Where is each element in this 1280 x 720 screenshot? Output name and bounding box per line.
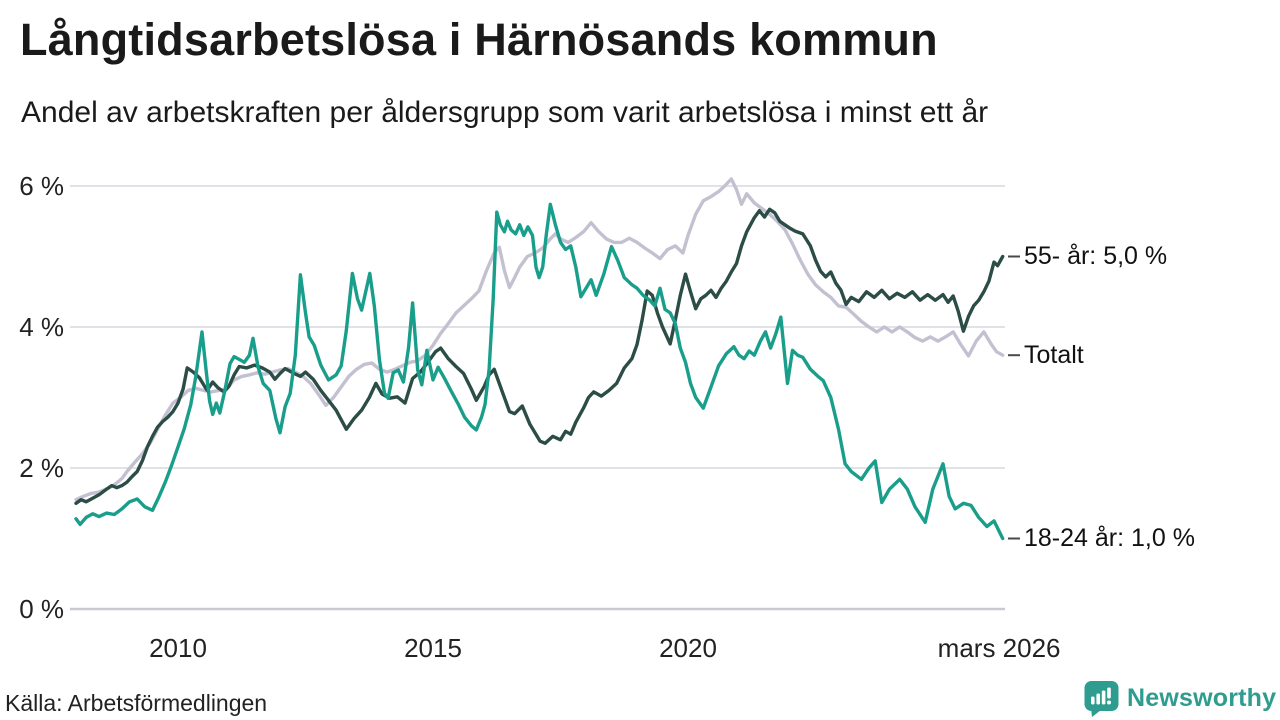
y-tick-label: 6 % <box>19 171 64 201</box>
y-tick-label: 2 % <box>19 453 64 483</box>
series-end-label-18-24-r: 18-24 år: 1,0 % <box>1024 524 1195 552</box>
y-tick-label: 0 % <box>19 594 64 624</box>
newsworthy-logo-text: Newsworthy <box>1127 683 1277 712</box>
x-tick-label: 2015 <box>404 633 462 663</box>
series-end-label-55-r: 55- år: 5,0 % <box>1024 242 1168 270</box>
page-subtitle: Andel av arbetskraften per åldersgrupp s… <box>21 96 989 129</box>
series-end-label-Totalt: Totalt <box>1024 340 1084 369</box>
newsworthy-logo-icon <box>1084 681 1119 717</box>
gridlines <box>70 185 1005 611</box>
y-tick-label: 4 % <box>19 312 64 342</box>
x-tick-label: mars 2026 <box>937 633 1061 663</box>
x-tick-label: 2020 <box>659 633 717 663</box>
source-note: Källa: Arbetsförmedlingen <box>5 690 268 716</box>
series-line-18-24-r <box>74 202 1005 541</box>
series-line-55-r <box>74 207 1005 505</box>
series-end-ticks <box>1008 255 1020 540</box>
x-tick-label: 2010 <box>149 633 207 663</box>
newsworthy-brand: Newsworthy <box>1083 679 1276 717</box>
series-line-Totalt <box>74 177 1005 502</box>
page-title: Långtidsarbetslösa i Härnösands kommun <box>20 14 938 65</box>
chart-series-lines <box>74 177 1005 541</box>
